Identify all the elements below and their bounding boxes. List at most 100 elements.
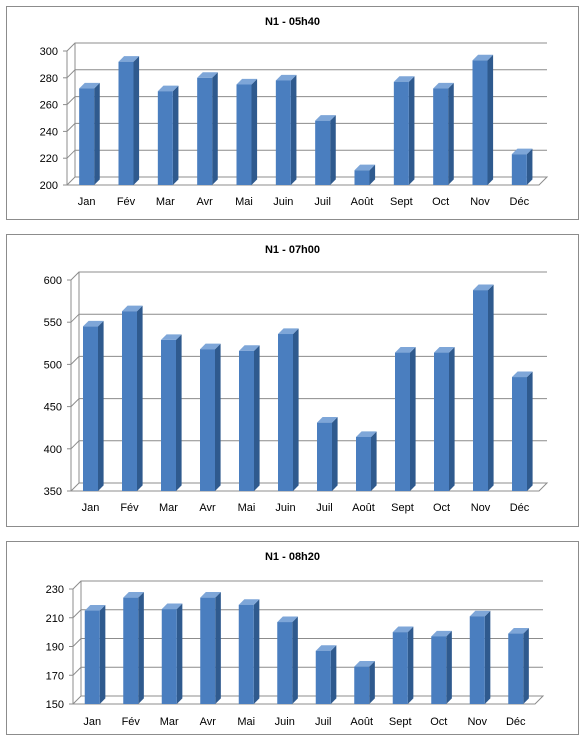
bar-side (292, 616, 298, 704)
bar-front (393, 81, 409, 185)
bar-top (122, 305, 143, 312)
bar-side (371, 431, 377, 491)
bar-side (408, 76, 415, 185)
gridline (72, 638, 543, 647)
bar-Juin (277, 616, 298, 704)
bar-front (157, 91, 173, 185)
y-tick-label: 230 (46, 584, 64, 596)
bar-side (446, 630, 452, 704)
x-tick-label: Déc (510, 502, 530, 514)
x-tick-label: Déc (506, 716, 526, 728)
bar-top (275, 74, 297, 81)
gridline (70, 271, 547, 281)
x-tick-label: Jan (78, 196, 96, 208)
bar-front (434, 352, 449, 491)
bar-side (487, 54, 494, 185)
bar-front (84, 610, 100, 704)
bar-front (161, 609, 177, 704)
bar-Jan (84, 604, 106, 704)
bar-side (212, 72, 218, 185)
x-tick-label: Sept (389, 716, 412, 728)
gridline (66, 122, 547, 132)
x-tick-label: Oct (432, 196, 449, 208)
bar-Juin (278, 328, 299, 491)
floor (71, 695, 545, 705)
x-tick-label: Avr (197, 196, 214, 208)
bar-side (293, 328, 299, 491)
bar-top (356, 431, 377, 437)
bar-Oct (434, 346, 455, 491)
bar-front (433, 88, 449, 185)
chart-panel-0700: N1 - 07h00 350 400 450 500 550 600 Jan Fév Mar Av… (6, 234, 579, 527)
bar-top (354, 661, 375, 667)
bar-top (431, 630, 452, 637)
gridline (70, 313, 547, 323)
bar-Oct (431, 630, 452, 704)
bar-side (332, 417, 338, 491)
bar-side (176, 603, 183, 704)
x-tick-label: Nov (470, 196, 490, 208)
bar-side (526, 148, 533, 185)
gridline (72, 580, 543, 590)
x-tick-label: Oct (430, 716, 447, 728)
gridline (70, 355, 547, 365)
bar-side (410, 346, 416, 491)
bar-side (94, 82, 100, 185)
bar-top (238, 599, 260, 605)
y-tick-label: 350 (44, 486, 62, 498)
bar-Août (356, 431, 377, 491)
bar-front (315, 120, 331, 185)
x-tick-label: Fév (120, 502, 139, 514)
x-tick-label: Juil (314, 196, 331, 208)
bar-Mar (161, 603, 183, 704)
bar-Juil (315, 645, 337, 704)
bar-Mai (236, 78, 258, 185)
bar-top (277, 616, 298, 623)
bar-side (449, 346, 455, 491)
bar-top (472, 54, 494, 61)
bar-Mai (238, 599, 260, 704)
chart-title: N1 - 05h40 (264, 16, 321, 28)
bar-front (356, 436, 371, 491)
y-tick-label: 260 (40, 100, 58, 112)
y-tick-label: 400 (44, 444, 62, 456)
bar-side (215, 343, 221, 491)
y-tick-label: 240 (40, 126, 58, 138)
bar-Nov (473, 284, 494, 491)
bar-front (200, 349, 215, 491)
x-tick-label: Juin (273, 196, 293, 208)
bar-Fév (123, 592, 144, 704)
x-tick-label: Nov (471, 502, 491, 514)
x-tick-label: Juin (275, 716, 295, 728)
x-tick-label: Sept (391, 502, 414, 514)
x-tick-label: Mar (159, 502, 178, 514)
gridline (70, 398, 547, 407)
bar-top (200, 343, 221, 350)
bar-top (354, 164, 376, 171)
chart-panel-0540: N1 - 05h40 200 220 240 260 280 300 Jan Fév Mar Av… (6, 6, 579, 220)
y-tick-label: 500 (44, 359, 62, 371)
y-tick-label: 600 (44, 275, 62, 287)
x-tick-label: Août (350, 716, 373, 728)
bar-Déc (512, 371, 533, 491)
bar-top (511, 148, 533, 155)
bar-front (315, 650, 331, 704)
bar-side (484, 610, 491, 704)
bar-side (133, 56, 140, 186)
bar-front (200, 597, 216, 704)
x-tick-label: Mar (156, 196, 175, 208)
x-tick-label: Juin (275, 502, 295, 514)
bar-side (98, 320, 104, 491)
bar-front (197, 77, 213, 185)
bar-front (118, 61, 134, 185)
x-tick-label: Avr (200, 716, 217, 728)
bar-Avr (197, 72, 218, 185)
bar-top (118, 56, 140, 62)
bar-front (278, 334, 293, 491)
bar-chart-0540: 200 220 240 260 280 300 Jan Fév Mar Avr Mai Juin Jui… (40, 42, 549, 208)
x-tick-label: Fév (117, 196, 136, 208)
bar-Mar (161, 334, 182, 491)
chart-panel-0820: N1 - 08h20 150 170 190 210 230 Jan Fév Mar Avr Ma… (6, 541, 579, 735)
y-tick-label: 190 (46, 642, 64, 654)
bar-front (317, 422, 332, 491)
